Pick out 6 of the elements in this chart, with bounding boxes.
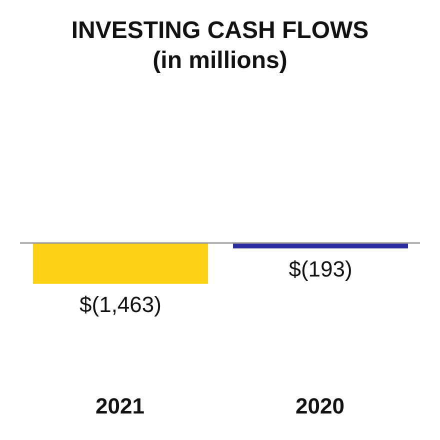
data-label: $(1,463) xyxy=(80,292,162,317)
chart-title: INVESTING CASH FLOWS xyxy=(70,16,370,46)
x-tick-label: 2020 xyxy=(296,394,344,419)
x-tick-label: 2021 xyxy=(96,394,144,419)
chart-subtitle: (in millions) xyxy=(152,46,288,76)
data-label: $(193) xyxy=(288,256,352,282)
